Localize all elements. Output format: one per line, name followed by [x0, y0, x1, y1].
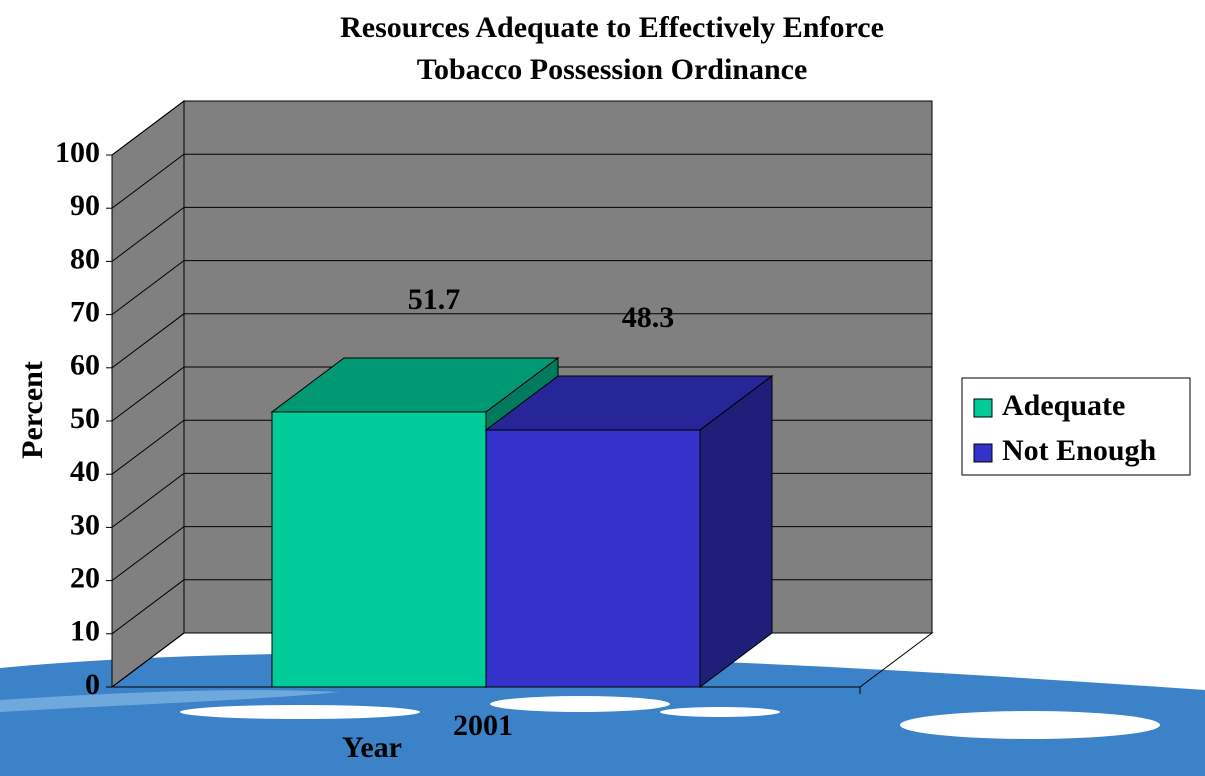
- y-tick-label: 90: [70, 189, 100, 222]
- y-tick-label: 100: [55, 136, 100, 169]
- legend-label: Not Enough: [1002, 434, 1157, 467]
- grid-line: [111, 260, 932, 316]
- grid-line: [111, 313, 932, 369]
- data-label: 48.3: [622, 301, 675, 334]
- grid-line: [111, 100, 932, 156]
- y-tick-label: 60: [70, 349, 100, 382]
- legend: Adequate Not Enough: [973, 389, 1157, 467]
- y-tick-label: 70: [70, 295, 100, 328]
- y-tick-label: 50: [70, 402, 100, 435]
- legend-label: Adequate: [1002, 389, 1125, 422]
- chart-title: Resources Adequate to Effectively Enforc…: [340, 11, 884, 44]
- y-tick-label: 20: [70, 561, 100, 594]
- y-tick-label: 80: [70, 242, 100, 275]
- x-tick-label: 2001: [453, 709, 513, 742]
- legend-swatch: [973, 443, 993, 463]
- x-axis-label: Year: [342, 731, 402, 764]
- y-tick-label: 40: [70, 455, 100, 488]
- chart-title: Tobacco Possession Ordinance: [417, 53, 808, 86]
- grid-line: [111, 153, 932, 209]
- bar-front: [485, 429, 701, 688]
- bar-front: [271, 411, 487, 688]
- grid-line: [111, 366, 932, 422]
- legend-box: [961, 377, 1191, 476]
- bars: [270, 356, 774, 688]
- y-tick-label: 0: [85, 668, 100, 701]
- y-axis-label: Percent: [16, 361, 49, 459]
- bar-side: [699, 375, 773, 688]
- legend-swatch: [973, 398, 993, 418]
- bar: [484, 375, 774, 688]
- data-label: 51.7: [408, 283, 461, 316]
- y-tick-label: 30: [70, 508, 100, 541]
- grid-line: [111, 206, 932, 262]
- y-tick-label: 10: [70, 615, 100, 648]
